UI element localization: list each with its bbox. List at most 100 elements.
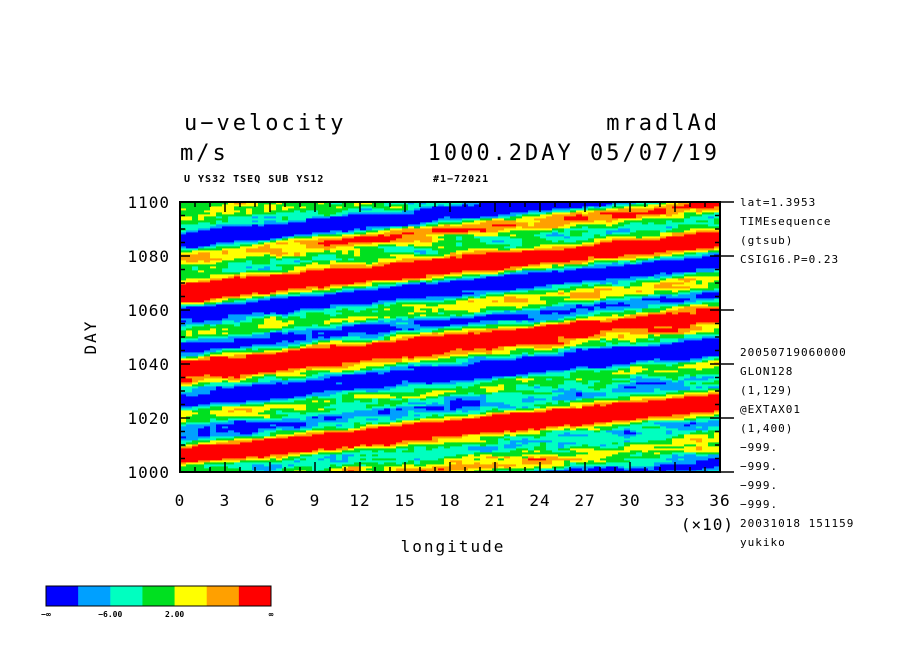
heatmap-cell bbox=[414, 366, 421, 369]
heatmap-cell bbox=[696, 386, 703, 389]
heatmap-cell bbox=[606, 366, 613, 369]
heatmap-cell bbox=[270, 440, 277, 443]
heatmap-cell bbox=[696, 462, 703, 465]
heatmap-cell bbox=[660, 450, 667, 453]
heatmap-cell bbox=[354, 422, 361, 425]
heatmap-cell bbox=[300, 360, 307, 363]
heatmap-cell bbox=[420, 440, 427, 443]
heatmap-cell bbox=[654, 392, 661, 395]
heatmap-cell bbox=[210, 412, 217, 415]
heatmap-cell bbox=[330, 372, 337, 375]
heatmap-cell bbox=[252, 436, 259, 439]
heatmap-cell bbox=[456, 460, 463, 463]
heatmap-cell bbox=[216, 410, 223, 413]
heatmap-cell bbox=[618, 390, 625, 393]
heatmap-cell bbox=[564, 440, 571, 443]
heatmap-cell bbox=[204, 384, 211, 387]
heatmap-cell bbox=[588, 464, 595, 467]
heatmap-cell bbox=[426, 402, 433, 405]
heatmap-cell bbox=[360, 400, 367, 403]
heatmap-cell bbox=[588, 366, 595, 369]
heatmap-cell bbox=[480, 414, 487, 417]
heatmap-cell bbox=[642, 382, 649, 385]
heatmap-cell bbox=[306, 380, 313, 383]
heatmap-cell bbox=[246, 362, 253, 365]
heatmap-cell bbox=[198, 464, 205, 467]
heatmap-cell bbox=[312, 366, 319, 369]
heatmap-cell bbox=[318, 462, 325, 465]
heatmap-cell bbox=[564, 464, 571, 467]
heatmap-cell bbox=[354, 382, 361, 385]
heatmap-cell bbox=[456, 406, 463, 409]
heatmap-cell bbox=[186, 454, 193, 457]
heatmap-cell bbox=[648, 366, 655, 369]
heatmap-cell bbox=[474, 406, 481, 409]
heatmap-cell bbox=[276, 436, 283, 439]
heatmap-cell bbox=[342, 436, 349, 439]
heatmap-cell bbox=[546, 450, 553, 453]
heatmap-cell bbox=[324, 396, 331, 399]
heatmap-cell bbox=[282, 384, 289, 387]
heatmap-cell bbox=[576, 396, 583, 399]
heatmap-cell bbox=[432, 428, 439, 431]
heatmap-cell bbox=[324, 460, 331, 463]
heatmap-cell bbox=[516, 456, 523, 459]
heatmap-cell bbox=[264, 372, 271, 375]
heatmap-cell bbox=[264, 434, 271, 437]
heatmap-cell bbox=[414, 444, 421, 447]
heatmap-cell bbox=[696, 412, 703, 415]
heatmap-cell bbox=[198, 414, 205, 417]
heatmap-cell bbox=[390, 374, 397, 377]
heatmap-cell bbox=[300, 384, 307, 387]
heatmap-cell bbox=[516, 380, 523, 383]
heatmap-cell bbox=[600, 402, 607, 405]
heatmap-cell bbox=[342, 462, 349, 465]
heatmap-cell bbox=[270, 392, 277, 395]
heatmap-cell bbox=[444, 436, 451, 439]
heatmap-cell bbox=[606, 376, 613, 379]
heatmap-cell bbox=[384, 404, 391, 407]
heatmap-cell bbox=[564, 446, 571, 449]
heatmap-cell bbox=[480, 420, 487, 423]
heatmap-cell bbox=[690, 458, 697, 461]
heatmap-cell bbox=[198, 408, 205, 411]
heatmap-cell bbox=[708, 422, 715, 425]
heatmap-cell bbox=[636, 374, 643, 377]
heatmap-cell bbox=[654, 464, 661, 467]
heatmap-cell bbox=[702, 450, 709, 453]
heatmap-cell bbox=[528, 432, 535, 435]
heatmap-cell bbox=[582, 390, 589, 393]
heatmap-cell bbox=[714, 438, 721, 441]
heatmap-cell bbox=[534, 454, 541, 457]
heatmap-cell bbox=[216, 416, 223, 419]
heatmap-cell bbox=[288, 400, 295, 403]
heatmap-cell bbox=[300, 408, 307, 411]
heatmap-cell bbox=[552, 462, 559, 465]
heatmap-cell bbox=[288, 444, 295, 447]
heatmap-cell bbox=[258, 428, 265, 431]
heatmap-cell bbox=[354, 446, 361, 449]
heatmap-cell bbox=[294, 362, 301, 365]
heatmap-cell bbox=[540, 466, 547, 469]
heatmap-cell bbox=[246, 380, 253, 383]
heatmap-cell bbox=[546, 406, 553, 409]
heatmap-cell bbox=[624, 388, 631, 391]
heatmap-cell bbox=[276, 400, 283, 403]
heatmap-cell bbox=[246, 466, 253, 469]
heatmap-cell bbox=[708, 444, 715, 447]
heatmap-cell bbox=[378, 362, 385, 365]
heatmap-cell bbox=[294, 460, 301, 463]
heatmap-cell bbox=[636, 366, 643, 369]
heatmap-cell bbox=[660, 396, 667, 399]
heatmap-cell bbox=[420, 412, 427, 415]
heatmap-cell bbox=[528, 380, 535, 383]
heatmap-cell bbox=[216, 440, 223, 443]
heatmap-cell bbox=[294, 366, 301, 369]
heatmap-cell bbox=[246, 400, 253, 403]
heatmap-cell bbox=[372, 362, 379, 365]
heatmap-cell bbox=[564, 390, 571, 393]
heatmap-cell bbox=[258, 460, 265, 463]
heatmap-cell bbox=[546, 434, 553, 437]
heatmap-cell bbox=[522, 450, 529, 453]
heatmap-cell bbox=[426, 420, 433, 423]
